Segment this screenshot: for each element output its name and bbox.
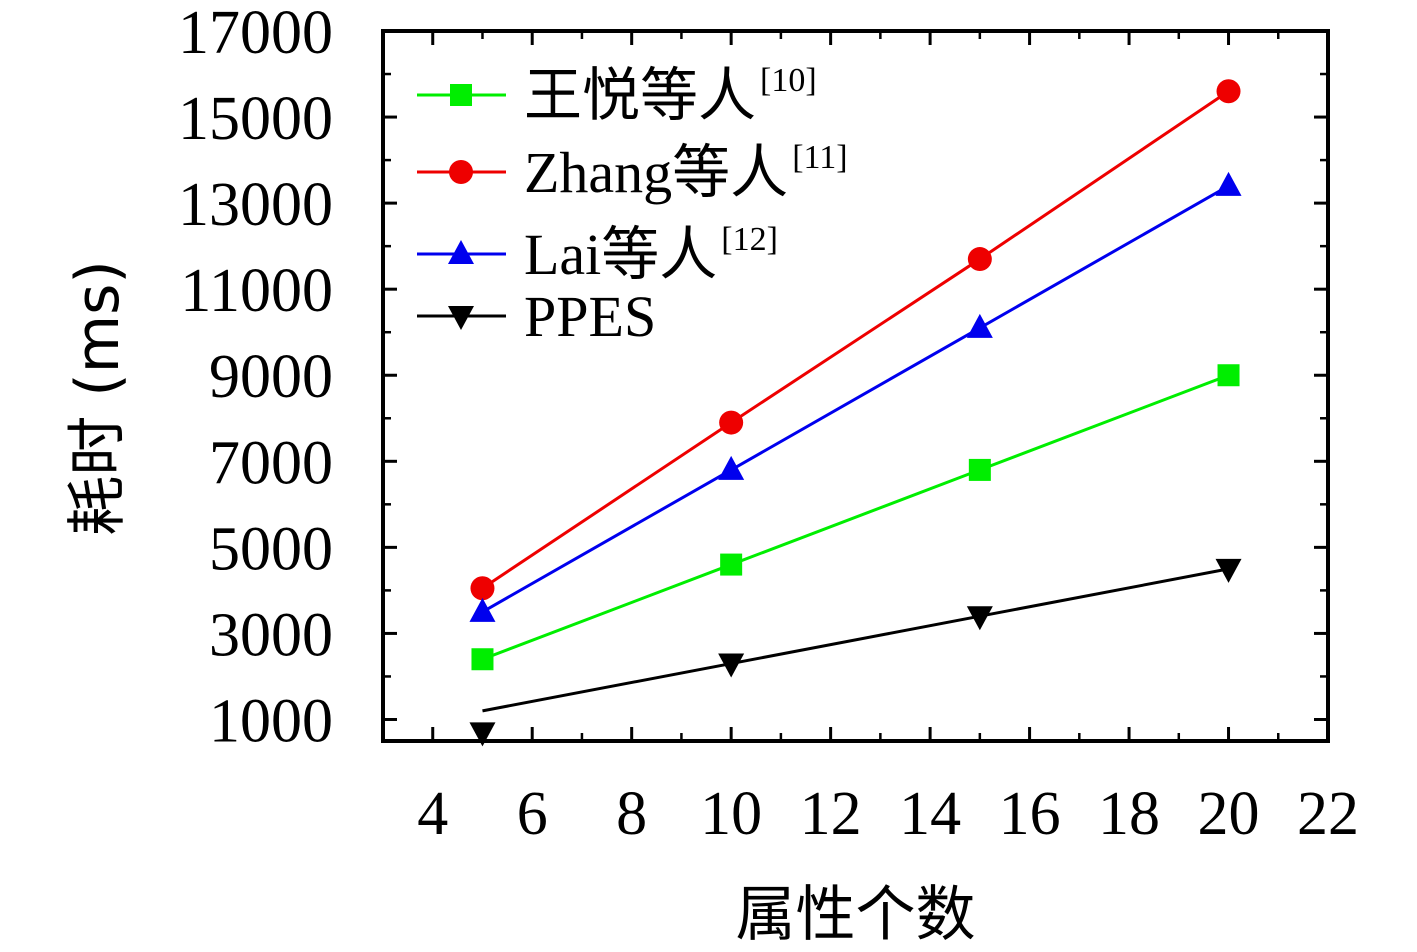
data-point — [1215, 171, 1242, 196]
x-tick-label: 8 — [616, 780, 647, 848]
data-point — [968, 458, 991, 481]
data-point — [720, 553, 743, 576]
x-axis-title: 属性个数 — [736, 880, 976, 950]
legend-series-name: PPES — [524, 284, 656, 349]
data-point — [718, 455, 745, 480]
y-tick-labels: 1000 3000 5000 7000 9000 11000 13000 15000 17000 — [178, 0, 333, 755]
y-tick-label: 3000 — [209, 601, 333, 669]
series-line — [481, 89, 1230, 590]
x-tick-label: 14 — [899, 780, 961, 848]
data-point — [469, 597, 496, 622]
x-tick-label: 18 — [1098, 780, 1160, 848]
x-tick-label: 12 — [800, 780, 862, 848]
data-point — [719, 410, 744, 435]
x-tick-label: 16 — [999, 780, 1061, 848]
legend-citation: [12] — [721, 221, 778, 258]
series-line — [481, 184, 1230, 614]
plot-series — [469, 79, 1242, 747]
data-point — [1216, 79, 1241, 104]
legend-label: PPES — [524, 284, 656, 349]
x-tick-label: 20 — [1198, 780, 1260, 848]
data-point — [470, 576, 495, 601]
legend-item: Lai等人 [12] — [417, 221, 778, 287]
data-point — [469, 722, 496, 747]
legend-marker — [449, 160, 473, 184]
legend-label: Lai等人 [12] — [524, 221, 778, 287]
plot-frame — [381, 29, 1330, 743]
legend-marker — [448, 306, 474, 330]
data-point — [718, 653, 745, 678]
x-tick-labels: 4 6 8 10 12 14 16 18 20 22 — [417, 780, 1359, 848]
y-tick-label: 13000 — [178, 171, 333, 239]
y-tick-label: 7000 — [209, 429, 333, 497]
y-tick-label: 11000 — [180, 257, 333, 325]
y-tick-label: 15000 — [178, 85, 333, 153]
y-tick-label: 17000 — [178, 0, 333, 67]
data-point — [1217, 364, 1240, 387]
x-tick-label: 22 — [1297, 780, 1359, 848]
axis-ticks — [383, 29, 1330, 741]
y-tick-label: 9000 — [209, 343, 333, 411]
legend-item: Zhang等人 [11] — [417, 139, 848, 205]
x-tick-label: 10 — [700, 780, 762, 848]
legend-citation: [11] — [792, 139, 847, 176]
legend-item: PPES — [417, 284, 656, 349]
data-point — [471, 648, 494, 671]
x-tick-label: 4 — [417, 780, 448, 848]
legend-item: 王悦等人 [10] — [417, 62, 817, 128]
data-point — [966, 313, 993, 338]
x-tick-label: 6 — [517, 780, 548, 848]
legend-marker — [448, 240, 474, 264]
y-tick-label: 1000 — [209, 687, 333, 755]
y-axis-title: 耗时 (ms) — [63, 260, 133, 536]
legend: 王悦等人 [10]Zhang等人 [11]Lai等人 [12]PPES — [417, 62, 848, 349]
legend-citation: [10] — [760, 62, 817, 99]
legend-label: Zhang等人 [11] — [524, 139, 848, 205]
series-line — [482, 567, 1229, 713]
data-point — [1215, 558, 1242, 583]
data-point — [966, 606, 993, 631]
legend-label: 王悦等人 [10] — [524, 62, 817, 128]
series-line — [481, 373, 1230, 661]
data-point — [967, 247, 992, 272]
y-tick-label: 5000 — [209, 515, 333, 583]
legend-series-name: Lai等人 — [524, 222, 717, 287]
legend-series-name: 王悦等人 — [524, 63, 756, 128]
legend-marker — [450, 84, 472, 106]
legend-series-name: Zhang等人 — [524, 140, 788, 205]
